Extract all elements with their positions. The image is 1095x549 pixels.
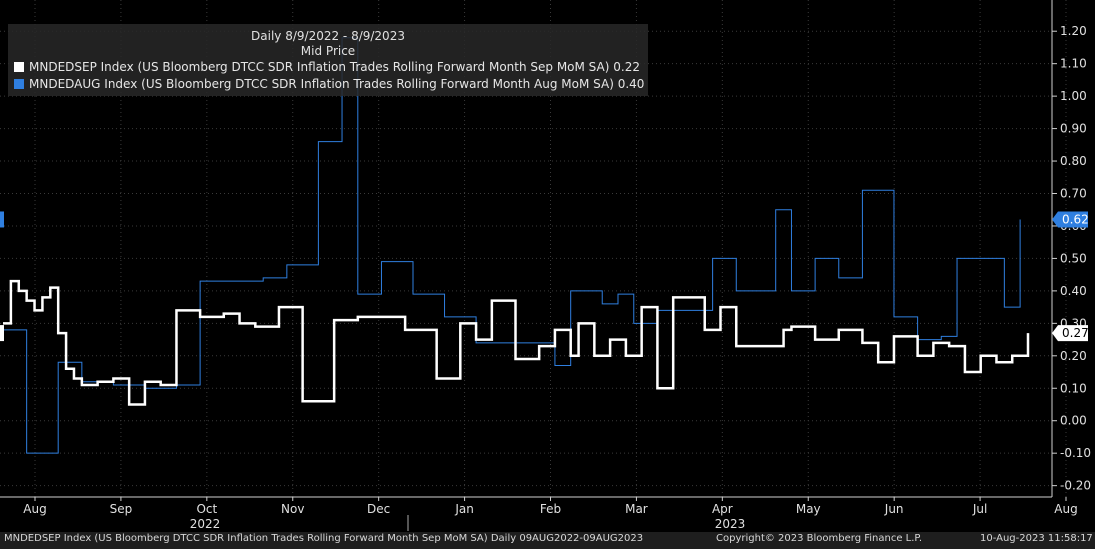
x-tick-label: Apr: [712, 502, 733, 516]
legend-label-sep: MNDEDSEP Index (US Bloomberg DTCC SDR In…: [29, 60, 610, 74]
y-tick-label: 0.10: [1060, 381, 1087, 395]
grid-lines: [0, 0, 1067, 497]
legend-entry-aug: MNDEDAUG Index (US Bloomberg DTCC SDR In…: [14, 77, 644, 91]
x-tick-label: Dec: [367, 502, 390, 516]
series-line-mndedaug: [3, 37, 1021, 454]
y-tick-label: 1.20: [1060, 24, 1087, 38]
legend-swatch-sep: [14, 62, 24, 72]
x-tick-label: Jan: [454, 502, 474, 516]
y-tick-label: 0.50: [1060, 251, 1087, 265]
y-tick-label: -0.10: [1060, 446, 1091, 460]
y-tick-label: 0.70: [1060, 187, 1087, 201]
price-tag-label: 0.62: [1062, 212, 1089, 226]
x-tick-label: Jun: [884, 502, 904, 516]
series-line-mndedsep: [3, 279, 1030, 406]
y-tick-label: 0.00: [1060, 414, 1087, 428]
y-tick-label: 1.00: [1060, 89, 1087, 103]
x-tick-label: Nov: [281, 502, 304, 516]
legend-label-aug: MNDEDAUG Index (US Bloomberg DTCC SDR In…: [29, 77, 614, 91]
x-tick-label: Aug: [23, 502, 46, 516]
y-tick-label: -0.20: [1060, 479, 1091, 493]
legend-price-type: Mid Price: [300, 44, 356, 58]
price-tag-mndedaug: [1052, 211, 1088, 228]
series-lines: [3, 37, 1030, 454]
price-tag-mndedsep: [1052, 325, 1088, 342]
x-tick-label: Aug: [1054, 502, 1077, 516]
y-tick-label: 0.20: [1060, 349, 1087, 363]
y-tick-label: 1.10: [1060, 57, 1087, 71]
footer-bar: [0, 532, 1095, 549]
x-tick-label: Jul: [972, 502, 987, 516]
left-price-marker: [0, 325, 4, 342]
x-axis: Aug Sep Oct Nov Dec Jan Feb Mar Apr May Jun Jul Aug 2…: [0, 496, 1078, 531]
y-tick-label: 0.40: [1060, 284, 1087, 298]
line-chart: Aug Sep Oct Nov Dec Jan Feb Mar Apr May Jun Jul Aug 2…: [0, 0, 1091, 531]
footer-copyright: Copyright© 2023 Bloomberg Finance L.P.: [716, 533, 923, 544]
footer-timestamp: 10-Aug-2023 11:58:17: [980, 533, 1093, 544]
year-label-2022: 2022: [190, 517, 221, 531]
x-tick-label: Feb: [540, 502, 561, 516]
y-axis: 1.201.101.000.900.800.700.600.500.400.30…: [1051, 0, 1091, 497]
x-tick-label: May: [796, 502, 821, 516]
x-tick-label: Mar: [625, 502, 648, 516]
x-tick-label: Sep: [110, 502, 133, 516]
price-tags: 0.62 0.27: [0, 211, 1089, 342]
legend-date-range: Daily 8/9/2022 - 8/9/2023: [251, 29, 405, 43]
x-tick-label: Oct: [196, 502, 217, 516]
year-label-2023: 2023: [715, 517, 746, 531]
legend-swatch-aug: [14, 79, 24, 89]
left-price-marker: [0, 211, 4, 228]
legend-value-sep: 0.22: [613, 60, 640, 74]
price-tag-label: 0.27: [1062, 326, 1089, 340]
footer-left: MNDEDSEP Index (US Bloomberg DTCC SDR In…: [4, 533, 644, 544]
y-tick-label: 0.80: [1060, 154, 1087, 168]
legend-entry-sep: MNDEDSEP Index (US Bloomberg DTCC SDR In…: [14, 60, 640, 74]
y-tick-label: 0.90: [1060, 122, 1087, 136]
legend-value-aug: 0.40: [617, 77, 645, 91]
legend-panel: Daily 8/9/2022 - 8/9/2023 Mid Price MNDE…: [8, 24, 648, 96]
